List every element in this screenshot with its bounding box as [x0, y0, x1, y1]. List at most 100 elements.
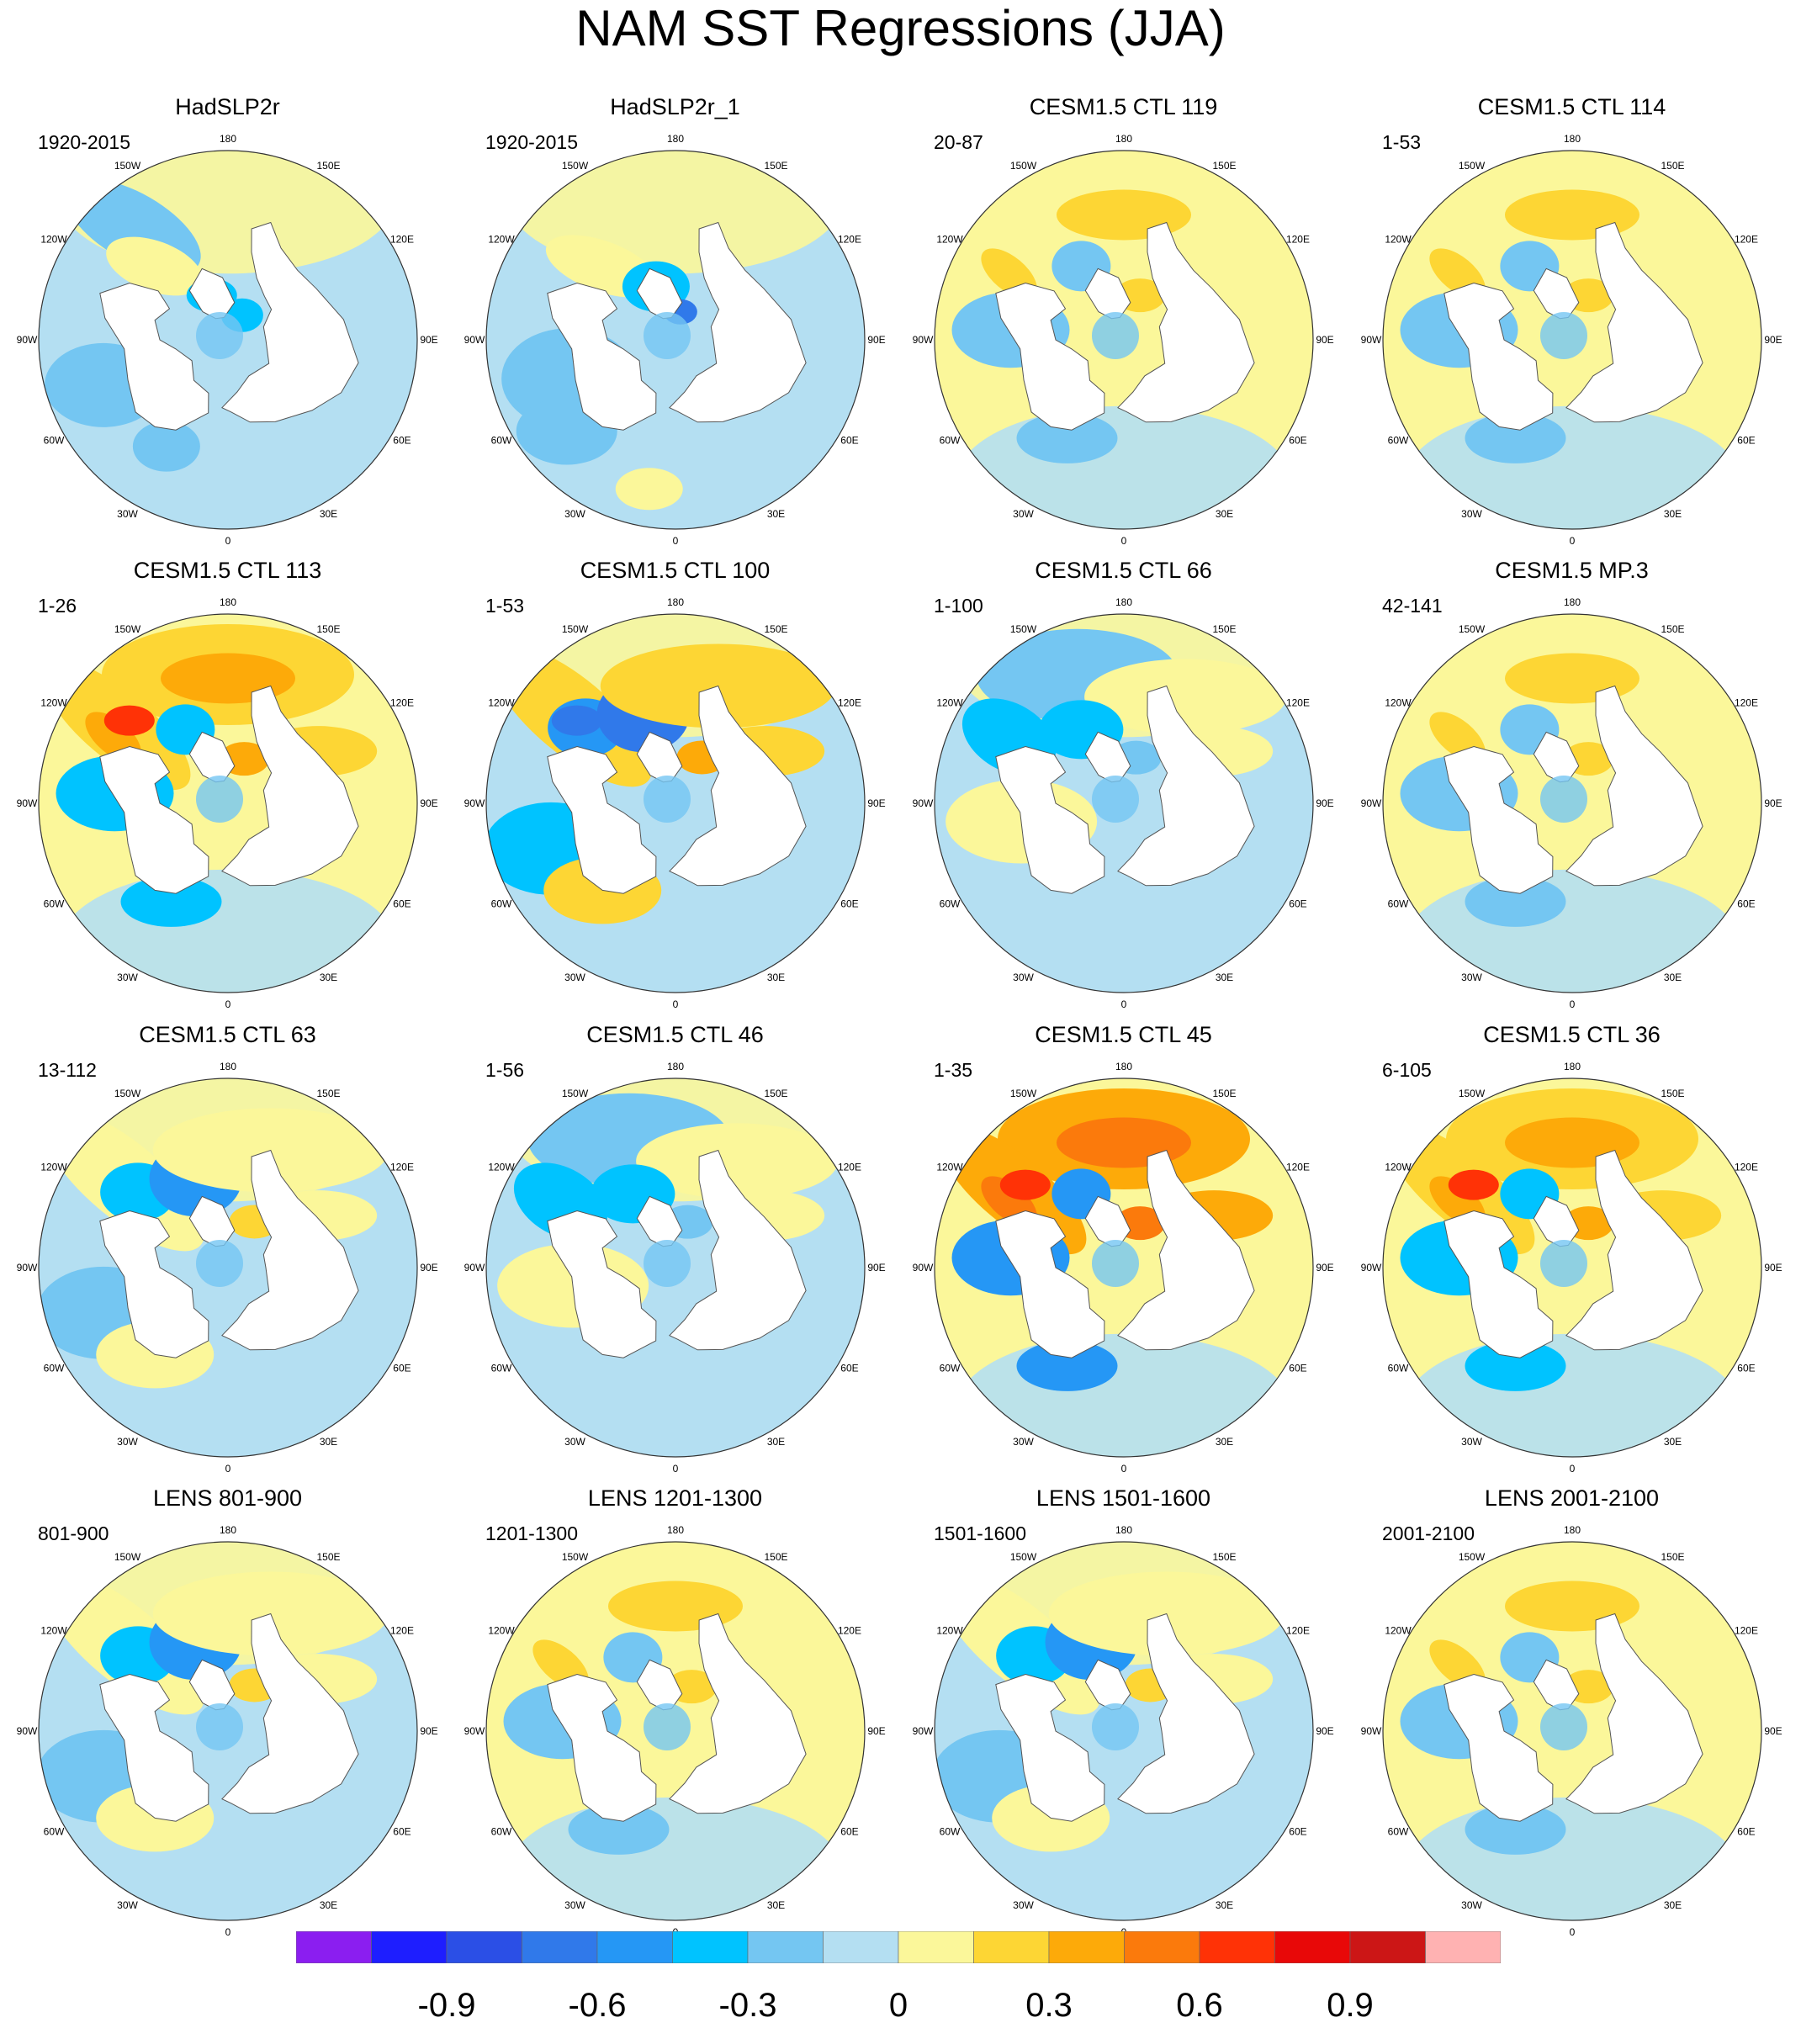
longitude-label: 90W [913, 1262, 934, 1274]
longitude-label: 60W [1388, 435, 1409, 447]
land-mask [995, 745, 1105, 894]
longitude-label: 90W [17, 797, 38, 809]
longitude-label: 60W [491, 435, 512, 447]
land-mask [995, 282, 1105, 431]
arctic-sea [1092, 312, 1139, 359]
map-boundary [934, 1078, 1314, 1458]
longitude-label: 60E [840, 1363, 858, 1374]
polar-map: 180 150E 120E 90E 60E 30E 0 30W 60W 90W 120W 150W [17, 1524, 438, 1938]
colorbar-swatch [522, 1931, 598, 1963]
longitude-label: 60W [44, 1826, 65, 1838]
longitude-label: 120W [1385, 697, 1412, 709]
longitude-label: 30W [117, 972, 138, 983]
longitude-label: 60E [1737, 1826, 1755, 1838]
panel-period: 6-105 [1382, 1059, 1432, 1081]
longitude-label: 120W [40, 1625, 67, 1637]
longitude-label: 150E [1661, 1088, 1684, 1099]
longitude-label: 60W [44, 898, 65, 910]
longitude-label: 150W [1459, 160, 1486, 172]
longitude-label: 90E [1316, 1725, 1333, 1737]
longitude-label: 60W [1388, 898, 1409, 910]
longitude-label: 90W [464, 797, 485, 809]
longitude-label: 30W [1461, 1436, 1482, 1448]
longitude-label: 150E [1661, 1551, 1684, 1563]
longitude-label: 90E [1316, 334, 1333, 346]
anomaly-region [1465, 412, 1566, 463]
polar-map: 180 150E 120E 90E 60E 30E 0 30W 60W 90W 120W 150W [17, 596, 438, 1010]
arctic-sea [644, 776, 691, 823]
longitude-label: 0 [673, 535, 679, 547]
arctic-sea [644, 1240, 691, 1287]
longitude-label: 180 [1115, 1061, 1132, 1072]
longitude-label: 120W [40, 234, 67, 246]
longitude-label: 30E [1664, 1436, 1682, 1448]
polar-map: 180 150E 120E 90E 60E 30E 0 30W 60W 90W 120W 150W [1361, 1061, 1782, 1475]
longitude-label: 30E [1664, 972, 1682, 983]
land-mask [99, 282, 209, 431]
longitude-label: 150E [1212, 1551, 1236, 1563]
longitude-label: 120E [1735, 1625, 1758, 1637]
arctic-sea [644, 312, 691, 359]
panel-period: 2001-2100 [1382, 1522, 1475, 1544]
longitude-label: 120E [390, 697, 414, 709]
longitude-label: 120E [838, 1625, 861, 1637]
longitude-label: 120W [488, 234, 515, 246]
polar-map: 180 150E 120E 90E 60E 30E 0 30W 60W 90W 120W 150W [913, 1061, 1334, 1475]
longitude-label: 0 [225, 535, 231, 547]
panel-title: LENS 1201-1300 [587, 1485, 763, 1511]
panel-period: 1-26 [38, 595, 77, 617]
longitude-label: 150E [316, 1551, 340, 1563]
longitude-label: 150W [1459, 623, 1486, 635]
map-panel: LENS 2001-2100 2001-2100 180 150E 120E 90E 60E… [1347, 1485, 1797, 1957]
longitude-label: 0 [1570, 998, 1576, 1010]
panel-period: 1920-2015 [38, 131, 130, 153]
colorbar-swatch [596, 1931, 673, 1963]
colorbar-swatch [672, 1931, 749, 1963]
map-panel: LENS 1501-1600 1501-1600 180 150E 120E 90E 60E… [898, 1485, 1348, 1957]
longitude-label: 120W [936, 697, 963, 709]
longitude-label: 60E [393, 898, 411, 910]
arctic-sea [196, 1240, 243, 1287]
land-mask [1565, 221, 1703, 423]
longitude-label: 180 [1115, 596, 1132, 608]
land-mask [99, 745, 209, 894]
colorbar-tick-label: -0.6 [568, 1987, 627, 2024]
longitude-label: 120W [40, 697, 67, 709]
longitude-label: 150E [1212, 160, 1236, 172]
longitude-label: 120E [1286, 234, 1310, 246]
anomaly-region [106, 236, 203, 296]
map-boundary [485, 1541, 866, 1921]
longitude-label: 90E [1764, 1725, 1782, 1737]
longitude-label: 90W [17, 334, 38, 346]
land-mask [995, 1673, 1105, 1822]
polar-map: 180 150E 120E 90E 60E 30E 0 30W 60W 90W 120W 150W [464, 133, 886, 547]
anomaly-core [551, 705, 602, 736]
polar-map: 180 150E 120E 90E 60E 30E 0 30W 60W 90W 120W 150W [913, 133, 1334, 547]
map-boundary [38, 150, 418, 530]
panel-title: CESM1.5 CTL 113 [133, 558, 322, 583]
colorbar-swatch [1048, 1931, 1125, 1963]
longitude-label: 60E [1737, 1363, 1755, 1374]
longitude-label: 90E [420, 334, 437, 346]
longitude-label: 30W [564, 508, 585, 520]
polar-map: 180 150E 120E 90E 60E 30E 0 30W 60W 90W 120W 150W [464, 596, 886, 1010]
longitude-label: 30W [1013, 972, 1034, 983]
longitude-label: 120E [390, 234, 414, 246]
longitude-label: 30W [1461, 972, 1482, 983]
longitude-label: 60E [1289, 898, 1306, 910]
colorbar-swatch [371, 1931, 448, 1963]
longitude-label: 30E [1216, 972, 1233, 983]
panel-period: 1-56 [485, 1059, 525, 1081]
longitude-label: 0 [1570, 535, 1576, 547]
longitude-label: 60W [940, 435, 961, 447]
land-mask [547, 745, 657, 894]
map-panel: LENS 801-900 801-900 180 150E 120E 90E 60E 30E 0… [3, 1485, 453, 1957]
longitude-label: 150E [1212, 623, 1236, 635]
longitude-label: 150W [1010, 1551, 1037, 1563]
longitude-label: 150E [764, 1088, 787, 1099]
longitude-label: 30W [564, 1899, 585, 1911]
longitude-label: 150W [1459, 1551, 1486, 1563]
colorbar-swatch [1124, 1931, 1200, 1963]
panel-title: CESM1.5 CTL 66 [1035, 558, 1212, 583]
longitude-label: 150W [562, 1551, 589, 1563]
